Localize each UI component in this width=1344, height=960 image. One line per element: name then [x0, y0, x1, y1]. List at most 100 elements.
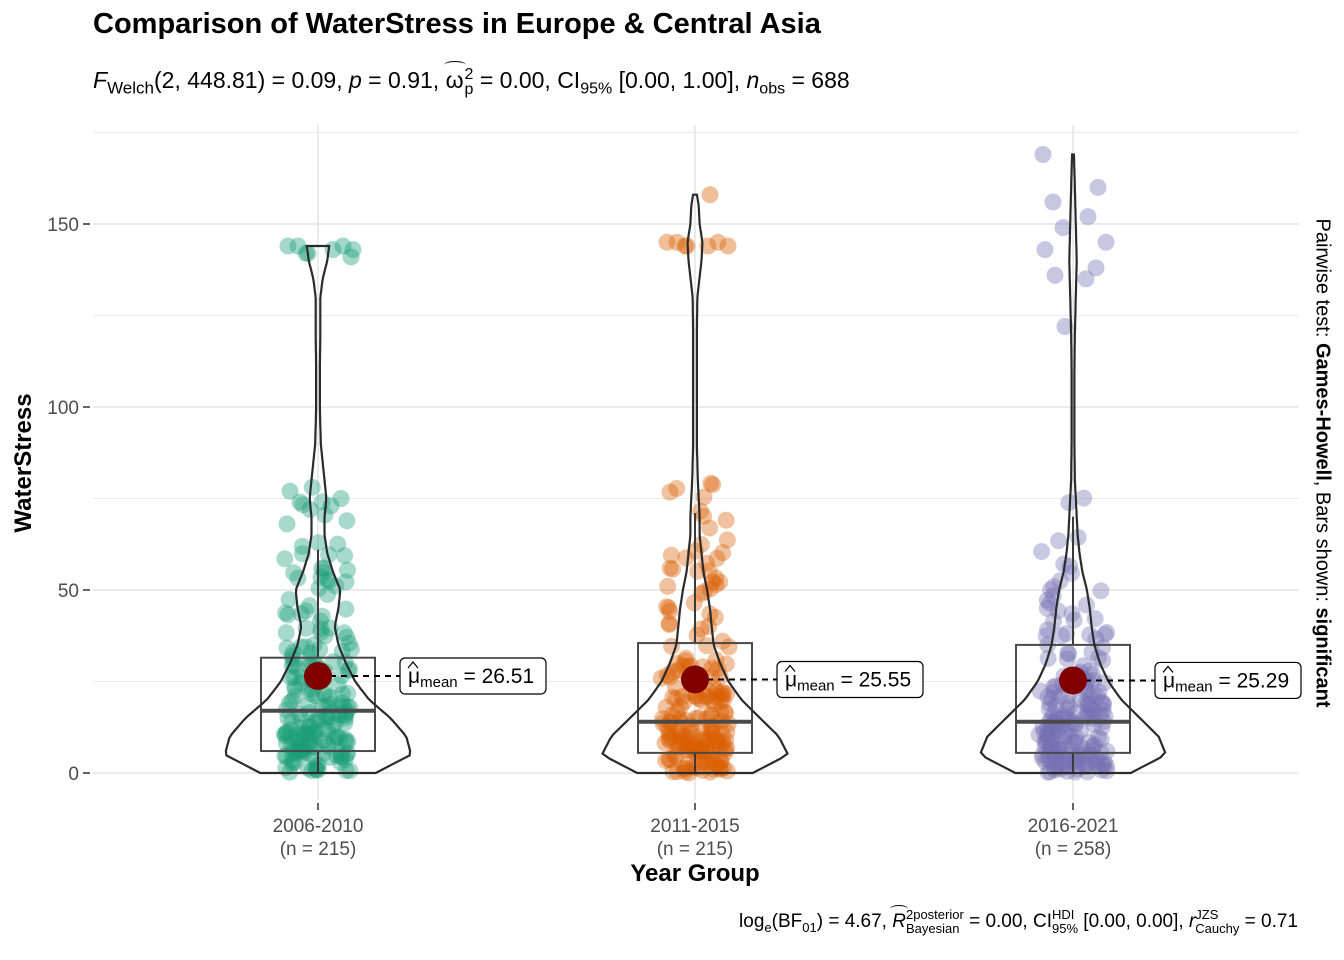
subtitle-ci-sub: 95% — [580, 80, 613, 98]
data-point — [667, 747, 685, 765]
data-point — [282, 721, 300, 739]
data-point — [1034, 746, 1052, 764]
data-point — [1087, 754, 1104, 772]
data-point — [714, 544, 732, 562]
data-point — [1089, 729, 1107, 746]
data-point — [294, 740, 312, 758]
data-point — [1040, 700, 1058, 718]
data-point — [293, 537, 311, 555]
data-points — [1030, 145, 1116, 781]
data-point — [278, 723, 296, 741]
data-point — [285, 740, 303, 758]
data-point — [339, 561, 356, 579]
data-point — [676, 763, 694, 781]
data-point — [698, 554, 716, 572]
data-point — [332, 490, 350, 507]
data-point — [337, 573, 355, 591]
data-point — [717, 511, 735, 529]
data-point — [1033, 543, 1051, 560]
subtitle-n-val: = 688 — [785, 67, 850, 94]
data-point — [1056, 732, 1074, 750]
data-point — [319, 721, 336, 739]
data-point — [306, 713, 324, 731]
data-point — [702, 474, 720, 492]
data-point — [711, 738, 729, 756]
data-point — [303, 762, 321, 780]
data-point — [283, 692, 301, 710]
data-point — [718, 685, 736, 703]
data-point — [1044, 729, 1062, 747]
data-point — [290, 726, 307, 744]
data-point — [294, 725, 312, 743]
data-point — [1057, 726, 1075, 744]
data-point — [708, 549, 726, 567]
data-point — [693, 731, 711, 749]
data-point — [1087, 630, 1105, 648]
data-point — [1030, 726, 1048, 744]
data-point — [1077, 758, 1095, 776]
data-point — [1041, 694, 1059, 712]
caption-r: R — [890, 905, 908, 933]
data-point — [1042, 735, 1060, 753]
data-point — [1056, 317, 1074, 335]
data-point — [704, 737, 722, 755]
data-point — [1046, 266, 1064, 284]
data-point — [1052, 751, 1070, 769]
data-point — [703, 659, 721, 677]
data-point — [707, 576, 725, 593]
data-point — [668, 654, 686, 672]
data-point — [672, 698, 690, 716]
data-point — [1031, 682, 1049, 700]
caption-bf-sub: 01 — [802, 919, 817, 935]
data-point — [708, 732, 726, 750]
data-point — [340, 634, 358, 652]
data-point — [297, 602, 315, 620]
data-point — [315, 720, 333, 738]
data-point — [312, 568, 330, 586]
data-point — [711, 573, 729, 591]
data-point — [1098, 762, 1116, 780]
data-point — [659, 577, 677, 595]
data-point — [324, 716, 341, 734]
data-point — [329, 535, 347, 553]
data-point — [297, 244, 315, 262]
mean-hat — [784, 664, 796, 672]
data-point — [1085, 671, 1103, 689]
data-point — [299, 725, 317, 743]
x-axis-label: Year Group — [630, 860, 760, 887]
mean-label-box — [776, 660, 924, 699]
data-point — [301, 597, 318, 615]
data-point — [280, 694, 298, 712]
data-point — [316, 627, 334, 645]
data-point — [1058, 701, 1076, 718]
data-point — [1058, 694, 1076, 712]
data-point — [331, 729, 349, 747]
mean-hat — [407, 661, 419, 669]
data-point — [713, 724, 731, 742]
data-point — [670, 737, 688, 755]
group-2006-2010: μmean = 26.51 2006-2010(n = 215) — [224, 237, 547, 860]
data-point — [706, 695, 723, 713]
data-point — [657, 698, 675, 716]
data-point — [1094, 696, 1112, 714]
data-point — [337, 733, 355, 751]
data-point — [280, 591, 298, 608]
data-point — [717, 731, 735, 749]
data-point — [695, 507, 713, 525]
data-point — [1035, 723, 1053, 741]
data-point — [319, 586, 336, 603]
data-point — [686, 735, 704, 753]
data-point — [293, 735, 311, 753]
data-point — [1046, 761, 1064, 779]
data-point — [1060, 698, 1078, 716]
data-point — [1041, 741, 1059, 759]
data-point — [336, 714, 354, 732]
data-point — [315, 563, 333, 581]
data-point — [700, 617, 718, 635]
subtitle-omega: ω — [443, 61, 466, 94]
data-point — [706, 754, 724, 772]
data-point — [291, 493, 309, 511]
data-point — [1063, 564, 1080, 582]
data-point — [694, 753, 712, 771]
data-point — [303, 478, 321, 496]
